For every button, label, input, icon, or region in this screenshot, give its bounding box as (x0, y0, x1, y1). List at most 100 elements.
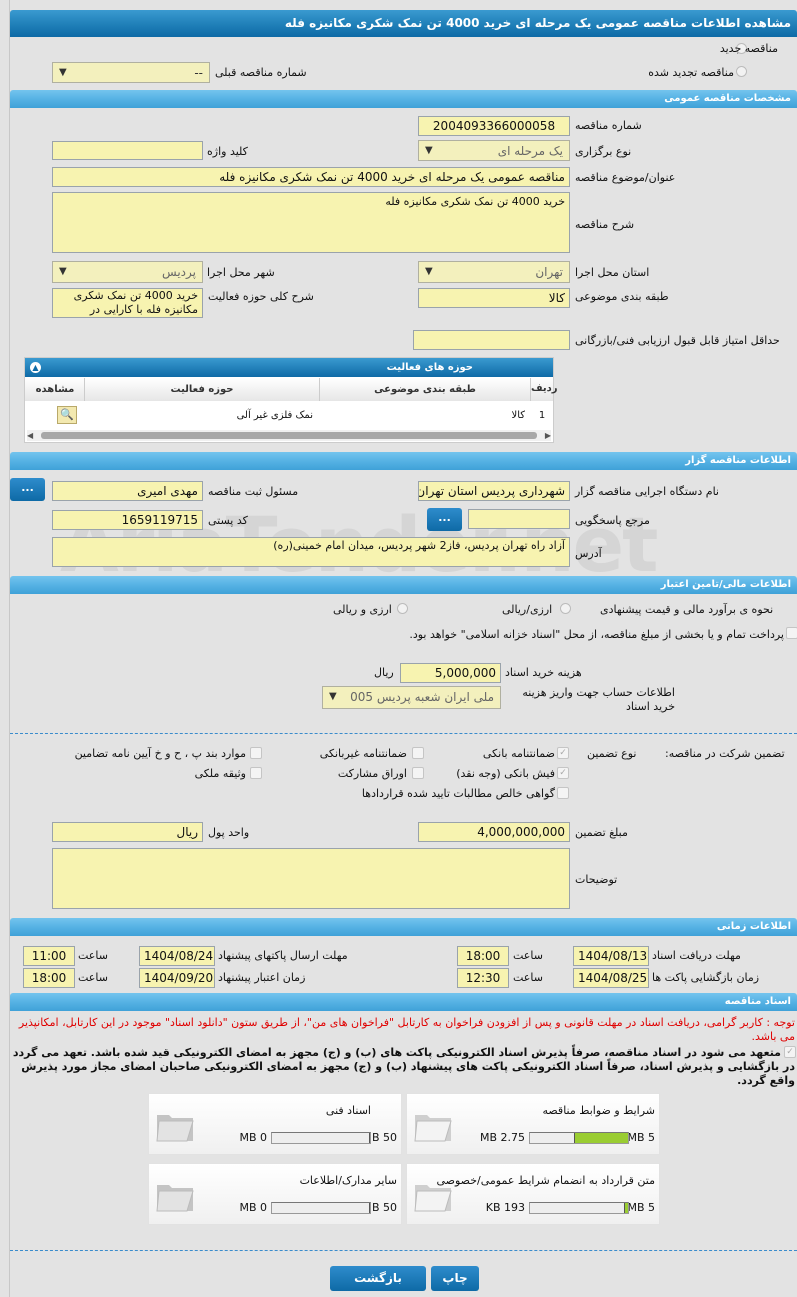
city-select[interactable]: پردیس ▼ (52, 261, 203, 283)
section-docs: اسناد مناقصه (10, 993, 797, 1011)
province-value: تهران (535, 265, 563, 279)
table-header: ردیف طبقه بندی موضوعی حوزه فعالیت مشاهده (25, 378, 558, 401)
min-score-field[interactable] (413, 330, 570, 350)
tender-number-label: شماره مناقصه (575, 119, 642, 132)
folder-icon (413, 1177, 453, 1213)
keyword-label: کلید واژه (207, 145, 248, 158)
chevron-down-icon: ▼ (425, 145, 433, 156)
currency-label: واحد پول (208, 826, 250, 839)
collapse-icon[interactable]: ▲ (30, 362, 41, 373)
scrollbar-thumb[interactable] (41, 432, 537, 439)
org-label: نام دستگاه اجرایی مناقصه گزار (575, 485, 719, 498)
folder-icon (155, 1177, 195, 1213)
org-field[interactable]: شهرداری پردیس استان تهران (418, 481, 570, 501)
radio-currency-and-rial-label: ارزی و ریالی (333, 603, 392, 616)
guarantee-type-label: نوع تضمین (587, 747, 637, 760)
checkbox-cash-receipt[interactable]: ✓ (557, 767, 569, 779)
province-select[interactable]: تهران ▼ (418, 261, 570, 283)
address-field[interactable]: آزاد راه تهران پردیس، فاز2 شهر پردیس، می… (52, 537, 570, 567)
table-row: 1 کالا نمک فلزی غیر آلی 🔍 (25, 403, 553, 428)
description-field[interactable]: خرید 4000 تن نمک شکری مکانیزه فله (52, 192, 570, 253)
radio-currency-and-rial[interactable] (397, 603, 408, 614)
open-date[interactable]: 1404/08/25 (573, 968, 649, 988)
city-value: پردیس (162, 265, 196, 279)
horizontal-scrollbar[interactable]: ◀ ▶ (27, 430, 551, 441)
pledge-checkbox[interactable]: ✓ (784, 1046, 796, 1058)
back-button[interactable]: بازگشت (330, 1266, 426, 1291)
section-timing: اطلاعات زمانی (10, 918, 797, 936)
ref-field[interactable] (468, 509, 570, 529)
doc-cost-label: هزینه خرید اسناد (505, 666, 582, 679)
min-score-label: حداقل امتیاز قابل قبول ارزیابی فنی/بازرگ… (575, 334, 780, 347)
account-label: اطلاعات حساب جهت واریز هزینه خرید اسناد (522, 686, 675, 713)
clause-items-label: موارد بند پ ، ح و خ آیین نامه تضامین (74, 747, 246, 760)
checkbox-receivables-certificate[interactable] (557, 787, 569, 799)
ref-lookup-button[interactable]: ... (427, 508, 462, 531)
file-progress (529, 1202, 629, 1214)
view-icon[interactable]: 🔍 (57, 406, 77, 424)
keyword-field[interactable] (52, 141, 203, 160)
amount-label: مبلغ تضمین (575, 826, 628, 839)
cell-row: 1 (538, 410, 546, 421)
account-value: ملی ایران شعبه پردیس 005 (350, 690, 494, 704)
submit-time[interactable]: 11:00 (23, 946, 75, 966)
section-organizer: اطلاعات مناقصه گزار (10, 452, 797, 470)
page-title: مشاهده اطلاعات مناقصه عمومی یک مرحله ای … (10, 10, 797, 37)
treasury-checkbox[interactable] (786, 627, 797, 639)
description-label: شرح مناقصه (575, 218, 635, 231)
doc-cost-field[interactable]: 5,000,000 (400, 663, 501, 683)
chevron-down-icon: ▼ (59, 67, 67, 78)
checkbox-clause-items[interactable] (250, 747, 262, 759)
doc-deadline-date[interactable]: 1404/08/13 (573, 946, 649, 966)
file-card-technical[interactable]: اسناد فنی 50 MB 0 MB (148, 1093, 402, 1155)
checkbox-property-collateral[interactable] (250, 767, 262, 779)
radio-renewed-tender[interactable] (736, 66, 747, 77)
checkbox-bonds[interactable] (412, 767, 424, 779)
more-button[interactable]: ... (10, 478, 45, 501)
file-size: 193 KB (485, 1201, 525, 1214)
cell-category: کالا (511, 410, 525, 421)
doc-deadline-time[interactable]: 18:00 (457, 946, 509, 966)
amount-field[interactable]: 4,000,000,000 (418, 822, 570, 842)
type-select[interactable]: یک مرحله ای ▼ (418, 140, 570, 161)
category-label: طبقه بندی موضوعی (575, 290, 669, 303)
postal-field[interactable]: 1659119715 (52, 510, 203, 530)
col-view: مشاهده (35, 384, 75, 395)
province-label: استان محل اجرا (575, 266, 650, 279)
tender-number-field[interactable]: 2004093366000058 (418, 116, 570, 136)
subject-field[interactable]: مناقصه عمومی یک مرحله ای خرید 4000 تن نم… (52, 167, 570, 187)
currency-field[interactable]: ریال (52, 822, 203, 842)
scope-field[interactable]: خرید 4000 تن نمک شکری مکانیزه فله با کار… (52, 288, 203, 318)
resp-field[interactable]: مهدی امیری (52, 481, 203, 501)
file-card-other[interactable]: سایر مدارک/اطلاعات 50 MB 0 MB (148, 1163, 402, 1225)
type-label: نوع برگزاری (575, 145, 632, 158)
checkbox-bank-guarantee[interactable]: ✓ (557, 747, 569, 759)
checkbox-nonbank-guarantee[interactable] (412, 747, 424, 759)
file-card-contract[interactable]: متن قرارداد به انضمام شرایط عمومی/خصوصی … (406, 1163, 660, 1225)
file-name: سایر مدارک/اطلاعات (299, 1174, 397, 1187)
file-card-terms[interactable]: شرایط و ضوابط مناقصه 5 MB 2.75 MB (406, 1093, 660, 1155)
submit-date[interactable]: 1404/08/24 (139, 946, 215, 966)
submit-label: مهلت ارسال پاکتهای پیشنهاد (218, 949, 348, 962)
validity-date[interactable]: 1404/09/20 (139, 968, 215, 988)
bonds-label: اوراق مشارکت (337, 767, 407, 780)
postal-label: کد پستی (208, 514, 248, 527)
doc-cost-unit: ریال (374, 666, 394, 679)
print-button[interactable]: چاپ (431, 1266, 479, 1291)
validity-label: زمان اعتبار پیشنهاد (218, 971, 306, 984)
ref-label: مرجع پاسخگویی (575, 514, 650, 527)
validity-time[interactable]: 18:00 (23, 968, 75, 988)
open-time[interactable]: 12:30 (457, 968, 509, 988)
validity-time-label: ساعت (78, 971, 108, 984)
notes-field[interactable] (52, 848, 570, 909)
category-field[interactable]: کالا (418, 288, 570, 308)
file-progress (271, 1132, 371, 1144)
activity-table: حوزه های فعالیت ▲ ردیف طبقه بندی موضوعی … (24, 357, 558, 443)
radio-currency-rial[interactable] (560, 603, 571, 614)
folder-icon (413, 1107, 453, 1143)
prev-number-select[interactable]: -- ▼ (52, 62, 210, 83)
radio-new-tender[interactable] (736, 43, 747, 54)
subject-label: عنوان/موضوع مناقصه (575, 171, 676, 184)
file-progress (271, 1202, 371, 1214)
account-select[interactable]: ملی ایران شعبه پردیس 005 ▼ (322, 686, 501, 709)
